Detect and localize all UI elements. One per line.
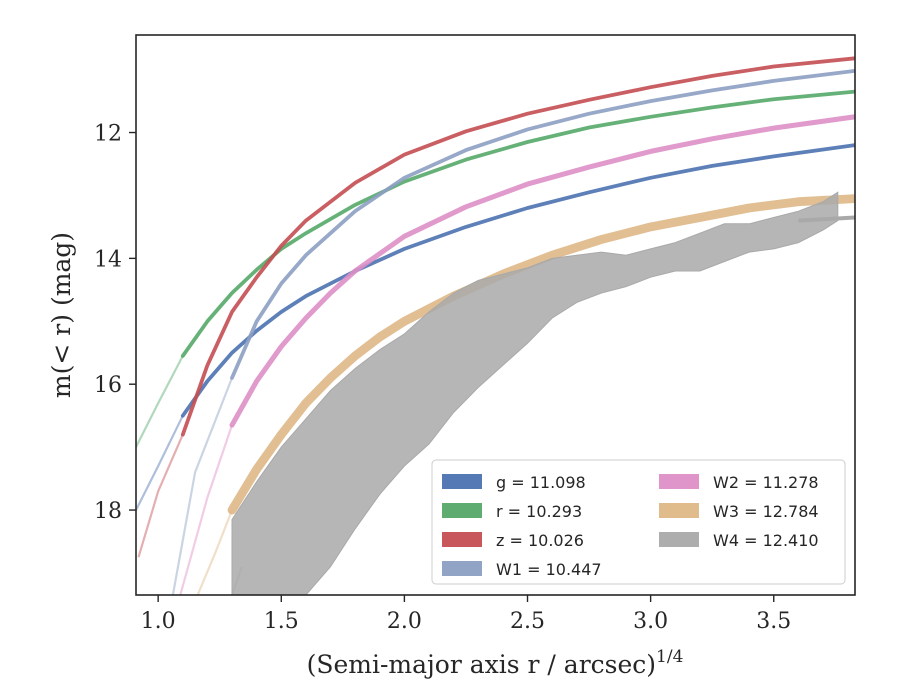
y-tick-label: 16 (94, 373, 122, 398)
x-axis-ticks: 1.0 1.5 2.0 2.5 3.0 3.5 (141, 595, 791, 634)
x-tick-label: 2.0 (387, 609, 422, 634)
legend-box (431, 459, 846, 585)
series-w1 (171, 69, 855, 595)
x-tick-label: 3.5 (756, 609, 791, 634)
series-w4-band (231, 191, 839, 595)
legend-item-z: z = 10.026 (442, 531, 584, 550)
y-tick-label: 14 (94, 247, 122, 272)
legend-label: z = 10.026 (496, 531, 584, 550)
legend-item-w1: W1 = 10.447 (442, 560, 602, 579)
legend-swatch (659, 532, 699, 547)
x-axis-label: (Semi-major axis r / arcsec)1/4 (307, 647, 684, 679)
y-axis-ticks: 12 14 16 18 (94, 122, 136, 524)
legend-swatch (659, 503, 699, 518)
x-tick-label: 1.5 (264, 609, 299, 634)
series-g-inner-profile (136, 415, 184, 511)
plot-frame (135, 34, 856, 596)
x-tick-label: 1.0 (141, 609, 176, 634)
y-axis-label: m(< r) (mag) (47, 232, 76, 398)
legend-item-w3: W3 = 12.784 (659, 502, 819, 521)
series-g-profile (180, 143, 855, 418)
legend-label: W3 = 12.784 (713, 502, 819, 521)
series-z-profile (180, 56, 855, 437)
legend-swatch (442, 503, 482, 518)
series-w3-inner-profile (196, 509, 234, 595)
legend-item-r: r = 10.293 (442, 502, 582, 521)
series-w4-tail (798, 215, 855, 223)
series-w2-inner-profile (179, 424, 234, 595)
y-tick-label: 18 (94, 499, 122, 524)
legend-swatch (442, 561, 482, 576)
x-tick-label: 2.5 (510, 609, 545, 634)
series-w1-profile (230, 69, 855, 380)
series-w2-profile (229, 114, 855, 428)
x-axis-label-exponent: 1/4 (656, 647, 683, 667)
x-tick-label: 3.0 (633, 609, 668, 634)
series-r (136, 89, 855, 448)
legend-label: W1 = 10.447 (496, 560, 602, 579)
series-r-profile (180, 89, 855, 358)
series-z (137, 56, 855, 558)
series-w2 (179, 114, 855, 595)
legend-item-g: g = 11.098 (442, 473, 586, 492)
series-w1-inner-profile (171, 377, 234, 595)
legend-item-w2: W2 = 11.278 (659, 473, 819, 492)
x-axis-label-text: (Semi-major axis r / arcsec) (307, 650, 656, 679)
y-tick-label: 12 (94, 122, 122, 147)
legend-label: r = 10.293 (496, 502, 582, 521)
legend-item-w4: W4 = 12.410 (659, 531, 819, 550)
legend-label: W4 = 12.410 (713, 531, 819, 550)
legend-label: W2 = 11.278 (713, 473, 819, 492)
legend-swatch (442, 532, 482, 547)
legend-swatch (659, 474, 699, 489)
series-r-inner-profile (136, 355, 184, 448)
series-z-inner-profile (137, 434, 184, 558)
series-layer (136, 56, 855, 595)
legend: g = 11.098 r = 10.293 z = 10.026 W1 = 10.44… (431, 459, 846, 585)
series-w4 (230, 191, 855, 595)
series-g (136, 143, 855, 511)
legend-swatch (442, 474, 482, 489)
legend-label: g = 11.098 (496, 473, 586, 492)
